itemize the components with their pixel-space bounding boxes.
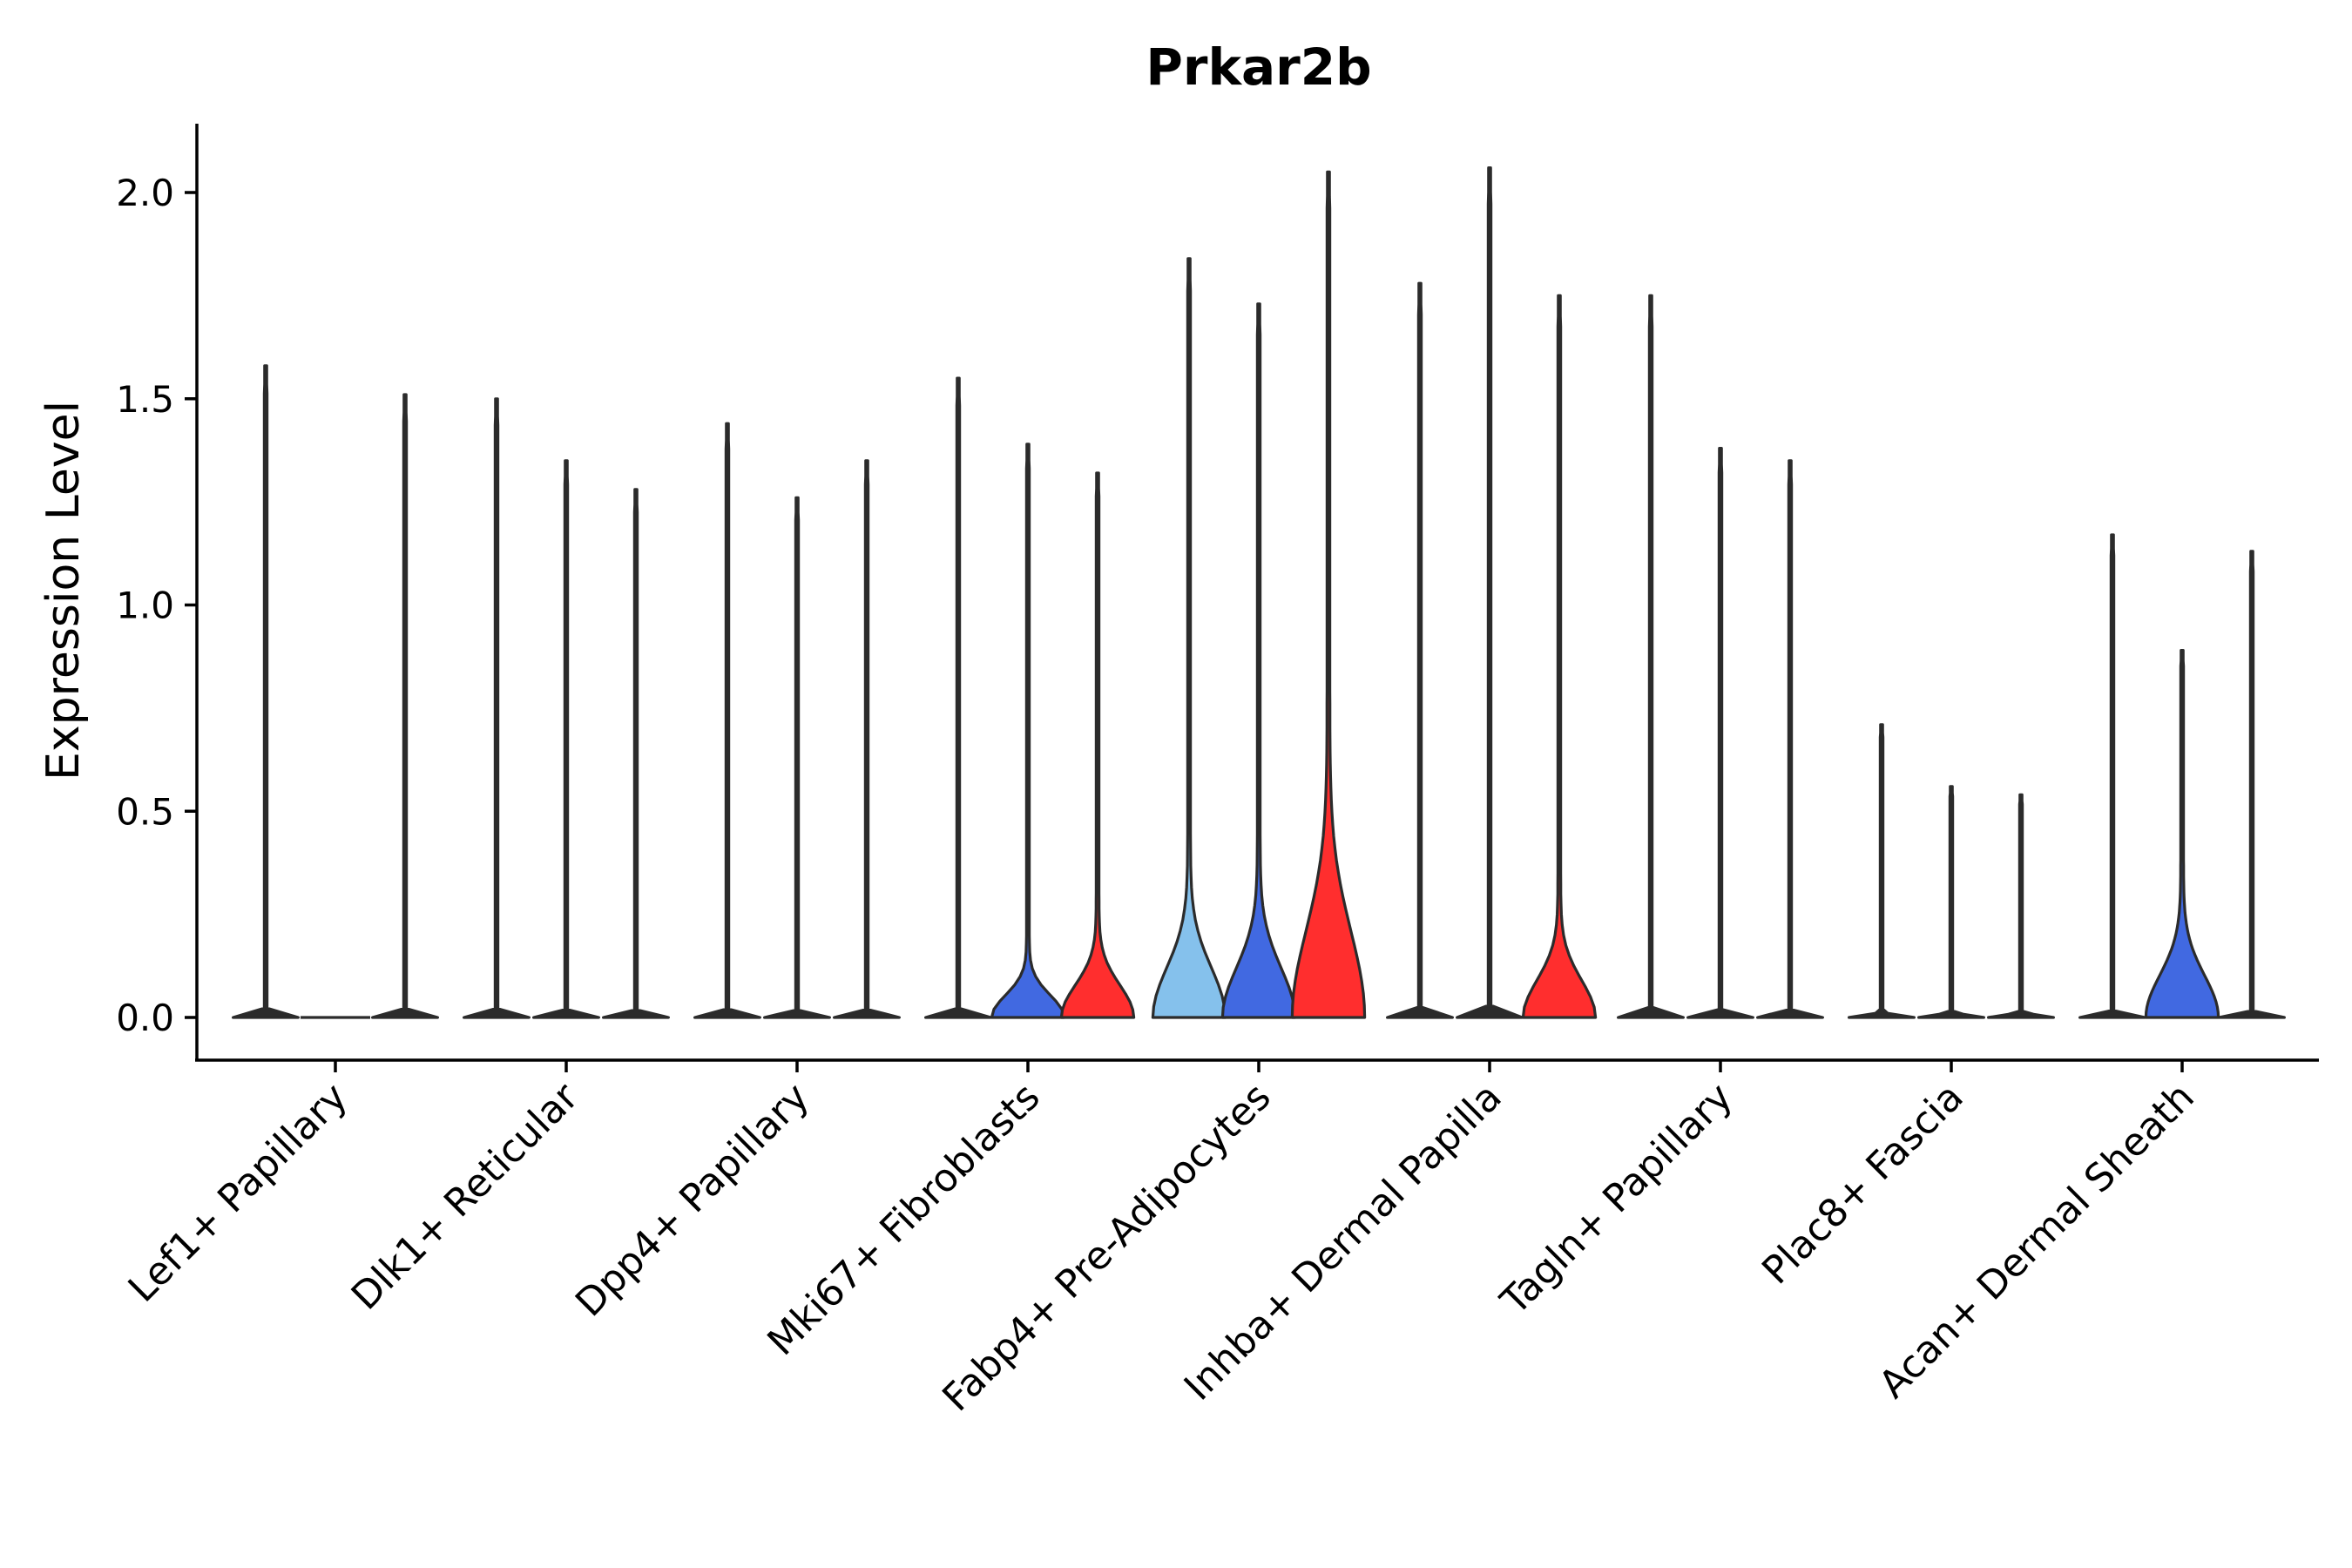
violin-7-2	[1686, 447, 1754, 1019]
violin-5-3	[1290, 170, 1367, 1019]
violin-1-3	[371, 393, 439, 1019]
violin-3-2	[763, 496, 831, 1019]
violin-3-3	[833, 459, 901, 1019]
violin-5-2	[1220, 302, 1297, 1019]
violin-2-1	[463, 397, 531, 1019]
violin-9-1	[2078, 533, 2146, 1019]
axes	[195, 124, 2319, 1062]
violin-4-3	[1059, 471, 1136, 1019]
violin-3-1	[693, 422, 761, 1019]
violin-8-1	[1848, 723, 1916, 1019]
x-tick-label: Tagln+ Papillary	[1492, 1075, 1741, 1324]
y-tick-label: 2.0	[116, 172, 174, 214]
violin-2-2	[532, 459, 600, 1019]
y-tick-label: 1.0	[116, 585, 174, 627]
violin-7-1	[1617, 294, 1685, 1019]
violin-8-2	[1917, 785, 1985, 1019]
violin-7-3	[1756, 459, 1824, 1019]
x-tick-label: Lef1+ Papillary	[120, 1075, 356, 1311]
violin-1-1	[232, 364, 300, 1019]
y-tick-label: 0.5	[116, 790, 174, 833]
y-tick-label: 0.0	[116, 997, 174, 1039]
y-axis-label: Expression Level	[37, 401, 90, 781]
x-tick-label: Dpp4+ Papillary	[567, 1075, 818, 1326]
x-tick-label: Dlk1+ Reticular	[343, 1074, 588, 1319]
violin-6-3	[1521, 294, 1598, 1019]
y-tick-label: 1.5	[116, 378, 174, 421]
violin-2-3	[602, 488, 670, 1019]
violin-8-3	[1987, 793, 2055, 1019]
y-ticks: 0.0 0.5 1.0 1.5 2.0	[116, 172, 197, 1039]
violin-9-2	[2144, 649, 2220, 1019]
violin-6-1	[1386, 281, 1454, 1019]
chart-title: Prkar2b	[1146, 37, 1371, 97]
violin-4-2	[990, 443, 1066, 1019]
violins	[232, 166, 2286, 1019]
violin-6-2	[1456, 166, 1524, 1019]
violin-9-3	[2218, 550, 2286, 1019]
violin-5-1	[1151, 257, 1227, 1019]
violin-4-1	[924, 376, 992, 1019]
x-tick-label: Plac8+ Fascia	[1754, 1075, 1972, 1294]
